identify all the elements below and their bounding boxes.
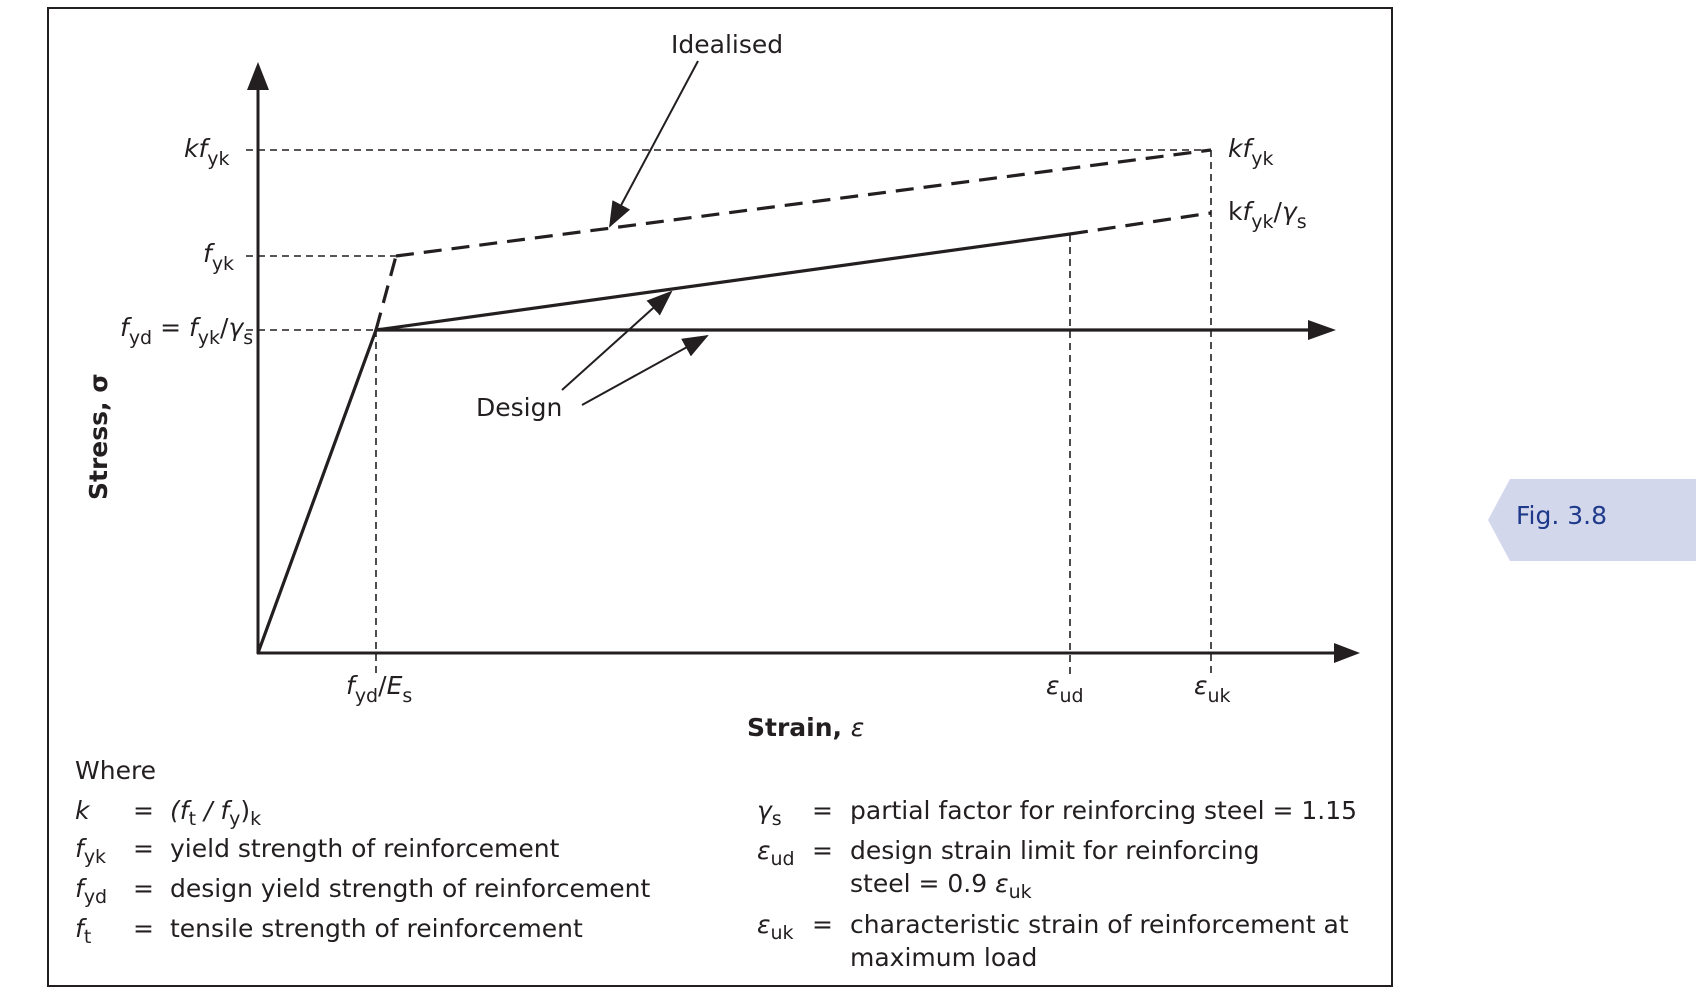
legend-equals: = bbox=[133, 796, 154, 825]
legend-symbol: fyd bbox=[75, 874, 108, 908]
design-pointer-arrow-1 bbox=[561, 290, 673, 391]
design-horizontal-arrowhead bbox=[1308, 320, 1336, 340]
legend-definition: (ft / fy)k bbox=[170, 796, 262, 830]
legend-definition-continued: steel = 0.9 εuk bbox=[850, 869, 1032, 903]
idealised-elastic-extension bbox=[374, 255, 398, 331]
design-inclined-branch bbox=[374, 232, 1072, 332]
legend-equals: = bbox=[812, 836, 833, 865]
legend-symbol: k bbox=[75, 796, 90, 825]
legend-equals: = bbox=[812, 910, 833, 939]
legend-symbol: εuk bbox=[757, 910, 794, 944]
y-axis-title: Stress, σ bbox=[84, 373, 113, 500]
legend-symbol: εud bbox=[757, 836, 795, 870]
elastic-branch bbox=[256, 328, 378, 655]
idealised-pointer-arrow bbox=[609, 60, 699, 228]
design-pointer-arrow-2 bbox=[581, 335, 709, 406]
x-axis-arrowhead bbox=[1334, 643, 1360, 663]
legend-definition: characteristic strain of reinforcement a… bbox=[850, 910, 1349, 939]
y-label-fyd: fyd = fyk/γs bbox=[120, 313, 253, 349]
design-label: Design bbox=[476, 393, 562, 422]
idealised-hardening-branch bbox=[395, 148, 1212, 258]
legend-definition: partial factor for reinforcing steel = 1… bbox=[850, 796, 1358, 825]
figure-tab-arrow-shape bbox=[1488, 479, 1696, 561]
idealised-label: Idealised bbox=[671, 30, 783, 59]
x-axis-title: Strain, ε bbox=[747, 713, 864, 742]
design-dashed-extension bbox=[1069, 211, 1212, 236]
legend-definition: design yield strength of reinforcement bbox=[170, 874, 651, 903]
legend-symbol: fyk bbox=[75, 834, 107, 868]
legend-heading: Where bbox=[75, 756, 157, 785]
legend-symbol: γs bbox=[757, 796, 782, 830]
right-label-kfyk-gamma: kfyk/γs bbox=[1228, 197, 1307, 233]
x-label-fyd-Es: fyd/Es bbox=[346, 671, 412, 707]
legend-definition: design strain limit for reinforcing bbox=[850, 836, 1260, 865]
legend-symbol: ft bbox=[75, 914, 92, 948]
legend-equals: = bbox=[812, 796, 833, 825]
x-label-eud: εud bbox=[1046, 671, 1084, 707]
figure-number-label: Fig. 3.8 bbox=[1516, 501, 1608, 530]
legend-equals: = bbox=[133, 914, 154, 943]
y-axis-arrowhead bbox=[247, 62, 269, 90]
legend-definition: yield strength of reinforcement bbox=[170, 834, 560, 863]
figure-number-tab: Fig. 3.8 bbox=[1488, 479, 1696, 561]
figure-frame bbox=[47, 7, 1393, 987]
legend-equals: = bbox=[133, 874, 154, 903]
legend-equals: = bbox=[133, 834, 154, 863]
legend-definition-continued: maximum load bbox=[850, 943, 1038, 972]
x-label-euk: εuk bbox=[1194, 671, 1231, 707]
legend-definition: tensile strength of reinforcement bbox=[170, 914, 583, 943]
